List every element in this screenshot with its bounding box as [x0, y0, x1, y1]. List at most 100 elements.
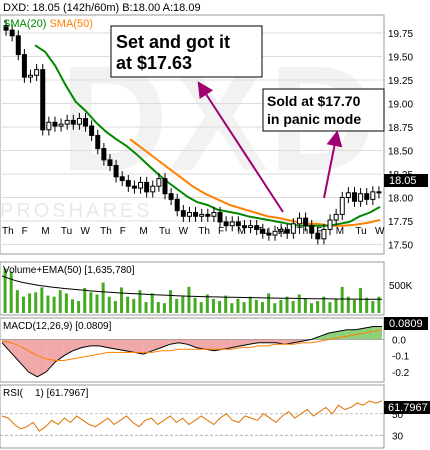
candle-body	[46, 121, 52, 131]
candle-body	[266, 232, 272, 236]
annotation-buy-box	[110, 25, 263, 78]
volume-bar	[291, 301, 295, 313]
volume-bar	[254, 299, 258, 313]
candle-body	[351, 192, 357, 202]
volume-bar	[40, 287, 44, 313]
volume-bar	[193, 297, 197, 313]
candle-body	[339, 196, 345, 215]
volume-bar	[21, 296, 25, 313]
legend-sma20: SMA(20)	[3, 18, 46, 30]
volume-bar	[211, 298, 215, 313]
x-tick-label: W	[81, 226, 91, 237]
x-tick-label: F	[316, 226, 322, 237]
macd-fill-segment	[81, 339, 91, 348]
candle-body	[364, 193, 370, 200]
last-price-label: 18.05	[389, 175, 417, 187]
x-tick-label: F	[120, 226, 126, 237]
macd-title: MACD(12,26,9) [0.0809]	[3, 321, 112, 332]
macd-fill-segment	[108, 339, 117, 350]
volume-bar	[242, 302, 246, 313]
volume-bar	[58, 290, 62, 313]
sma50-line	[129, 138, 381, 227]
annotation-sell-line2: in panic mode	[267, 111, 361, 127]
x-tick-label: W	[179, 226, 189, 237]
volume-bar	[260, 302, 264, 313]
candle-body	[223, 221, 229, 227]
candle-body	[254, 225, 260, 230]
candle-body	[89, 125, 95, 136]
volume-bar	[303, 298, 307, 313]
annotation-buy-line2: at $17.63	[116, 53, 192, 73]
volume-bar	[113, 301, 117, 313]
candle-body	[21, 54, 27, 78]
macd-fill-segment	[187, 339, 197, 348]
candle-body	[180, 210, 186, 217]
candle-body	[345, 192, 351, 198]
volume-bar	[377, 296, 381, 313]
volume-bar	[365, 297, 369, 313]
macd-line-path	[1, 326, 382, 378]
volume-bar	[218, 301, 222, 313]
macd-fill-segment	[134, 339, 144, 355]
x-tick-label: W	[277, 226, 287, 237]
volume-title: Volume+EMA(50) [1,635,780]	[3, 265, 135, 276]
volume-bar	[144, 302, 148, 313]
candle-body	[358, 193, 364, 202]
candle-body	[70, 119, 76, 125]
x-tick-label: M	[238, 226, 246, 237]
candle-body	[205, 213, 211, 217]
macd-fill-segment	[258, 339, 268, 343]
macd-value-label: 0.0809	[389, 318, 423, 330]
legend-sma50: SMA(50)	[49, 18, 92, 30]
candle-body	[144, 181, 150, 193]
rsi-ytick-label: 50	[392, 410, 404, 421]
annotation-sell: Sold at $17.70 in panic mode	[262, 88, 385, 132]
macd-fill-segment	[328, 331, 338, 340]
volume-bar	[199, 302, 203, 313]
volume-bar	[95, 294, 99, 313]
candle-body	[186, 212, 192, 217]
macd-ytick-label: 0.0	[392, 335, 406, 346]
rsi-line-path	[1, 400, 383, 432]
volume-bar	[316, 301, 320, 313]
price-ytick-label: 19.00	[388, 99, 413, 110]
arrow-sell	[323, 130, 343, 199]
candle-body	[34, 69, 40, 76]
x-tick-label: Th	[2, 226, 14, 237]
macd-fill-segment	[161, 339, 170, 348]
volume-bar	[236, 298, 240, 313]
volume-bar	[156, 302, 160, 313]
x-tick-label: M	[139, 226, 147, 237]
volume-bar	[224, 295, 228, 313]
candle-body	[138, 181, 144, 189]
rsi-title: RSI(1) [61.7967]	[3, 388, 89, 399]
volume-bar	[132, 298, 136, 313]
candle-body	[162, 178, 168, 195]
rsi-ytick-label: 30	[392, 431, 404, 442]
macd-fill-segment	[267, 339, 276, 343]
macd-fill-segment	[196, 339, 206, 350]
candle-body	[217, 212, 223, 223]
legend: SMA(20) SMA(50)	[3, 18, 93, 30]
candle-body	[58, 123, 64, 127]
candle-body	[150, 185, 156, 193]
rsi-panel	[0, 384, 385, 449]
volume-bar	[334, 298, 338, 313]
candle-body	[168, 193, 174, 200]
x-tick-label: Tu	[61, 226, 72, 237]
volume-bar	[3, 268, 7, 313]
rsi-value-label: 61.7967	[388, 402, 428, 414]
macd-fill-segment	[143, 339, 153, 355]
candle-body	[95, 134, 101, 150]
volume-bar	[138, 290, 142, 313]
volume-bar	[9, 271, 13, 313]
macd-fill-segment	[37, 339, 47, 377]
volume-bar	[230, 303, 234, 313]
volume-bar	[273, 303, 277, 313]
macd-fill-segment	[90, 339, 100, 346]
volume-bar	[77, 301, 81, 313]
candle-body	[131, 185, 137, 189]
sma20-line	[34, 44, 381, 227]
